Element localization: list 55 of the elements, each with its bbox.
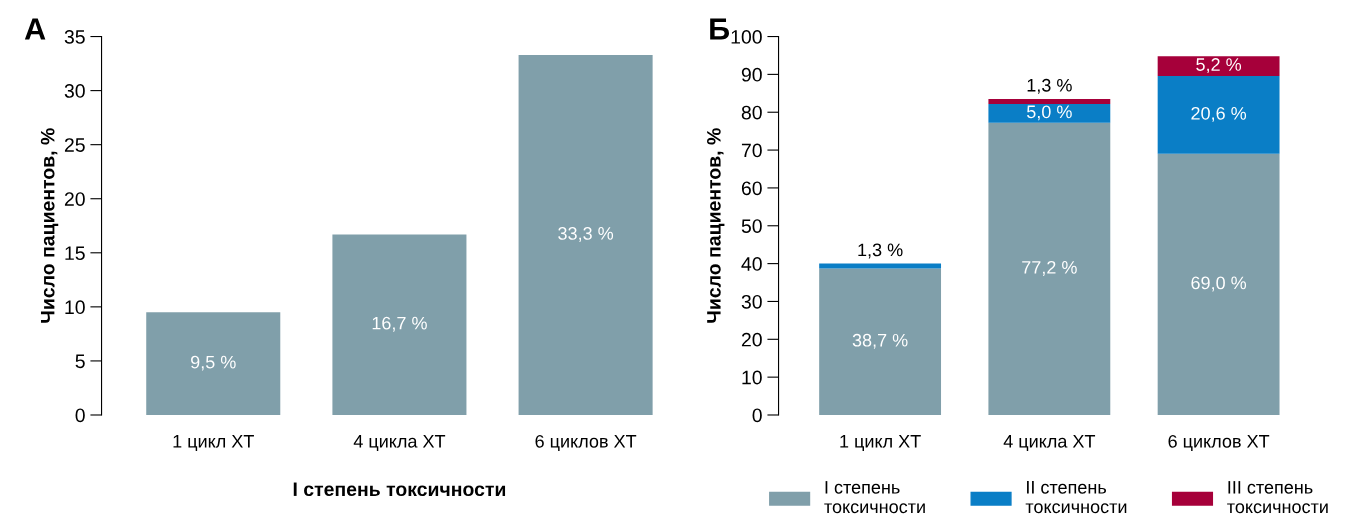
y-tick-label: 30: [64, 84, 85, 98]
bar: [988, 98, 1111, 104]
y-tick-label: 15: [65, 246, 85, 261]
bar: [988, 122, 1111, 415]
data-label: 1,3 %: [1027, 78, 1072, 94]
y-axis-title: Число пациентов, %: [40, 128, 59, 323]
y-tick-label: 60: [741, 181, 762, 196]
bar: [1157, 153, 1280, 415]
legend-label: III степень токсичности: [1227, 481, 1328, 514]
bar: [332, 234, 467, 415]
y-tick-label: 30: [741, 294, 762, 309]
bar: [819, 263, 942, 269]
y-tick-label: 20: [741, 332, 762, 347]
data-label: 77,2 %: [1022, 260, 1077, 276]
data-label: 69,0 %: [1191, 276, 1247, 292]
legend-label: II степень токсичности: [1025, 481, 1127, 514]
y-tick-label: 80: [741, 105, 762, 120]
data-label: 9,5 %: [191, 355, 236, 371]
y-tick-label: 50: [741, 219, 762, 233]
bar: [518, 54, 653, 415]
y-tick-label: 100: [731, 30, 762, 44]
chart-title: Б: [710, 18, 730, 40]
data-label: 33,3 %: [558, 227, 614, 242]
y-tick-label: 10: [65, 300, 85, 315]
bar: [819, 268, 942, 415]
y-axis-title: Число пациентов, %: [707, 128, 725, 323]
x-tick-label: 4 цикла ХТ: [353, 435, 446, 452]
x-tick-label: 6 циклов ХТ: [535, 434, 637, 452]
data-label: 16,7 %: [372, 316, 427, 332]
y-tick-label: 5: [75, 354, 85, 369]
y-tick-label: 35: [64, 30, 85, 44]
data-label: 38,7 %: [852, 333, 908, 349]
x-tick-label: 6 циклов ХТ: [1168, 434, 1270, 452]
bar: [988, 103, 1111, 123]
legend-label: I степень токсичности: [824, 481, 925, 514]
x-tick-label: 1 цикл ХТ: [840, 435, 921, 452]
data-label: 1,3 %: [858, 243, 903, 259]
y-tick-label: 10: [742, 370, 762, 385]
chart-title: А: [24, 18, 46, 40]
y-tick-label: 40: [741, 257, 762, 271]
data-label: 5,0 %: [1026, 105, 1072, 121]
x-tick-label: 4 цикла ХТ: [1003, 435, 1096, 452]
data-label: 5,2 %: [1196, 58, 1242, 74]
y-tick-label: 70: [741, 143, 762, 158]
x-tick-label: 1 цикл ХТ: [173, 435, 254, 452]
y-tick-label: 20: [64, 192, 85, 206]
y-tick-label: 0: [75, 408, 85, 423]
x-axis-title: I степень токсичности: [293, 482, 506, 497]
y-tick-label: 0: [752, 408, 762, 423]
bar: [1157, 56, 1280, 76]
y-tick-label: 25: [64, 138, 85, 152]
data-label: 20,6 %: [1191, 106, 1247, 122]
bar: [1157, 75, 1280, 154]
bar: [146, 312, 281, 415]
y-tick-label: 90: [741, 67, 762, 82]
